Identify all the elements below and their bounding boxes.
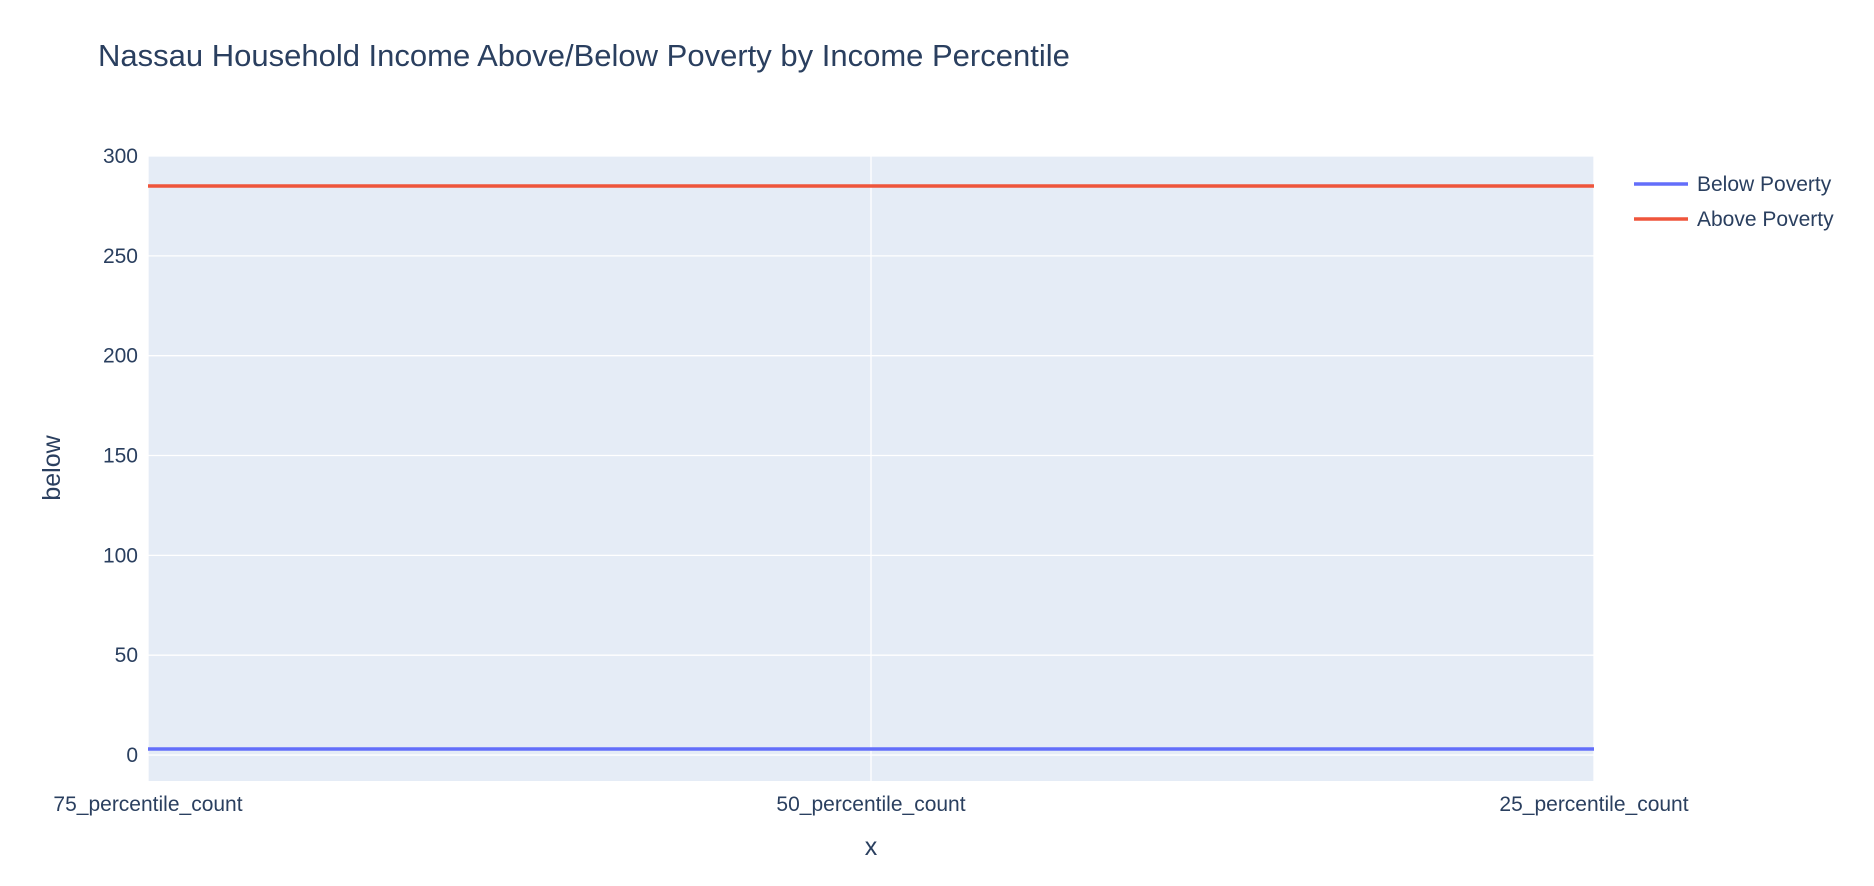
- y-tick-label: 100: [103, 544, 138, 567]
- legend-item-above-poverty[interactable]: Above Poverty: [1634, 208, 1834, 231]
- x-tick-label: 25_percentile_count: [1499, 793, 1688, 816]
- y-tick-label: 150: [103, 445, 138, 468]
- chart-title: Nassau Household Income Above/Below Pove…: [98, 38, 1070, 73]
- x-axis-title: x: [865, 833, 878, 861]
- x-tick-label: 50_percentile_count: [776, 793, 965, 816]
- x-axis-ticks: 75_percentile_count 50_percentile_count 25…: [53, 793, 1688, 816]
- legend[interactable]: Below Poverty Above Poverty: [1634, 173, 1834, 231]
- y-tick-label: 250: [103, 245, 138, 268]
- series-lines: [148, 184, 1594, 751]
- y-axis-ticks: 0 50 100 150 200 250 300: [103, 145, 138, 767]
- y-tick-label: 200: [103, 345, 138, 368]
- legend-label: Below Poverty: [1697, 173, 1832, 196]
- y-tick-label: 0: [126, 744, 138, 767]
- legend-label: Above Poverty: [1697, 208, 1834, 231]
- y-tick-label: 300: [103, 145, 138, 168]
- y-tick-label: 50: [115, 644, 138, 667]
- x-tick-label: 75_percentile_count: [53, 793, 242, 816]
- legend-item-below-poverty[interactable]: Below Poverty: [1634, 173, 1832, 196]
- y-axis-title: below: [38, 434, 66, 500]
- gridlines: [147, 155, 1595, 781]
